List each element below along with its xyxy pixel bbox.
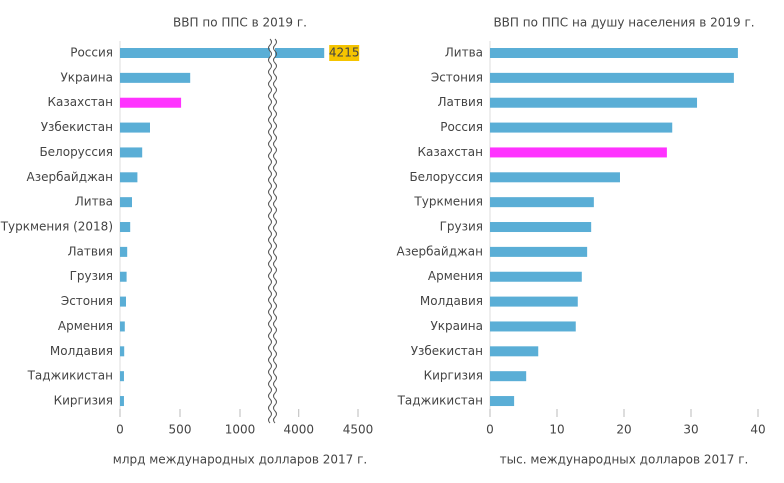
x-tick-label: 40	[750, 423, 765, 437]
x-axis-label: тыс. международных долларов 2017 г.	[500, 453, 749, 467]
axis-break-line	[273, 38, 277, 424]
bar	[120, 271, 127, 282]
x-tick-label: 4000	[283, 423, 314, 437]
x-tick-label: 20	[616, 423, 631, 437]
bar	[490, 321, 576, 332]
y-tick-label: Белоруссия	[39, 145, 113, 159]
bar	[490, 296, 578, 307]
y-tick-label: Таджикистан	[397, 394, 483, 408]
value-label-bg	[329, 45, 360, 61]
bar	[120, 72, 191, 83]
x-tick-label: 500	[169, 423, 192, 437]
value-label: 4215	[329, 46, 360, 60]
y-tick-label: Туркмения (2018)	[0, 220, 113, 234]
x-tick-label: 0	[116, 423, 124, 437]
x-tick-label: 1000	[225, 423, 256, 437]
y-tick-label: Армения	[428, 269, 483, 283]
bar	[120, 122, 150, 133]
axis-break-line	[268, 38, 272, 424]
y-tick-label: Россия	[70, 46, 113, 60]
y-tick-label: Украина	[60, 70, 113, 84]
y-tick-label: Киргизия	[54, 394, 113, 408]
y-tick-label: Казахстан	[418, 145, 484, 159]
y-tick-label: Литва	[75, 195, 113, 209]
y-tick-label: Россия	[440, 120, 483, 134]
bar	[490, 246, 588, 257]
bar	[490, 396, 515, 407]
bar	[490, 371, 527, 382]
bar	[120, 48, 325, 58]
y-tick-label: Азербайджан	[397, 244, 483, 258]
bar	[120, 371, 124, 382]
bar	[120, 321, 125, 332]
y-tick-label: Грузия	[440, 220, 483, 234]
y-tick-label: Латвия	[68, 244, 113, 258]
y-tick-label: Латвия	[438, 95, 483, 109]
chart-title: ВВП по ППС на душу населения в 2019 г.	[493, 16, 754, 30]
chart-panel: ВВП по ППС в 2019 г. млрд международных д…	[0, 16, 373, 467]
bar	[120, 296, 126, 307]
axis-break-gap	[270, 39, 275, 415]
y-tick-label: Молдавия	[50, 344, 113, 358]
y-tick-label: Азербайджан	[27, 170, 113, 184]
bar	[120, 197, 132, 208]
x-tick-label: 30	[683, 423, 698, 437]
y-tick-label: Казахстан	[48, 95, 114, 109]
chart-panel: ВВП по ППС на душу населения в 2019 г. ты…	[397, 16, 766, 467]
bar	[120, 147, 143, 158]
bar	[490, 72, 734, 83]
y-tick-label: Туркмения	[413, 195, 483, 209]
x-axis-label: млрд международных долларов 2017 г.	[113, 453, 367, 467]
bar	[490, 222, 592, 233]
y-tick-label: Литва	[445, 46, 483, 60]
bar	[120, 346, 125, 357]
x-tick-label: 0	[486, 423, 494, 437]
bar	[490, 172, 620, 183]
y-tick-label: Эстония	[431, 70, 483, 84]
y-tick-label: Киргизия	[424, 369, 483, 383]
y-tick-label: Эстония	[61, 294, 113, 308]
bar	[120, 396, 124, 407]
bar	[490, 271, 582, 282]
bar	[120, 97, 182, 108]
bar	[490, 48, 738, 58]
y-tick-label: Украина	[430, 319, 483, 333]
y-tick-label: Узбекистан	[411, 344, 483, 358]
bar	[120, 246, 128, 257]
bar	[490, 97, 698, 108]
y-tick-label: Молдавия	[420, 294, 483, 308]
bar	[490, 346, 539, 357]
y-tick-label: Узбекистан	[41, 120, 113, 134]
y-tick-label: Белоруссия	[409, 170, 483, 184]
bar	[490, 122, 673, 133]
chart-title: ВВП по ППС в 2019 г.	[173, 16, 307, 30]
bar	[120, 172, 138, 183]
bar	[490, 197, 594, 208]
bar	[490, 147, 667, 158]
y-tick-label: Таджикистан	[27, 369, 113, 383]
x-tick-label: 10	[549, 423, 564, 437]
y-tick-label: Армения	[58, 319, 113, 333]
y-tick-label: Грузия	[70, 269, 113, 283]
bar	[120, 222, 131, 233]
x-tick-label: 4500	[343, 423, 374, 437]
